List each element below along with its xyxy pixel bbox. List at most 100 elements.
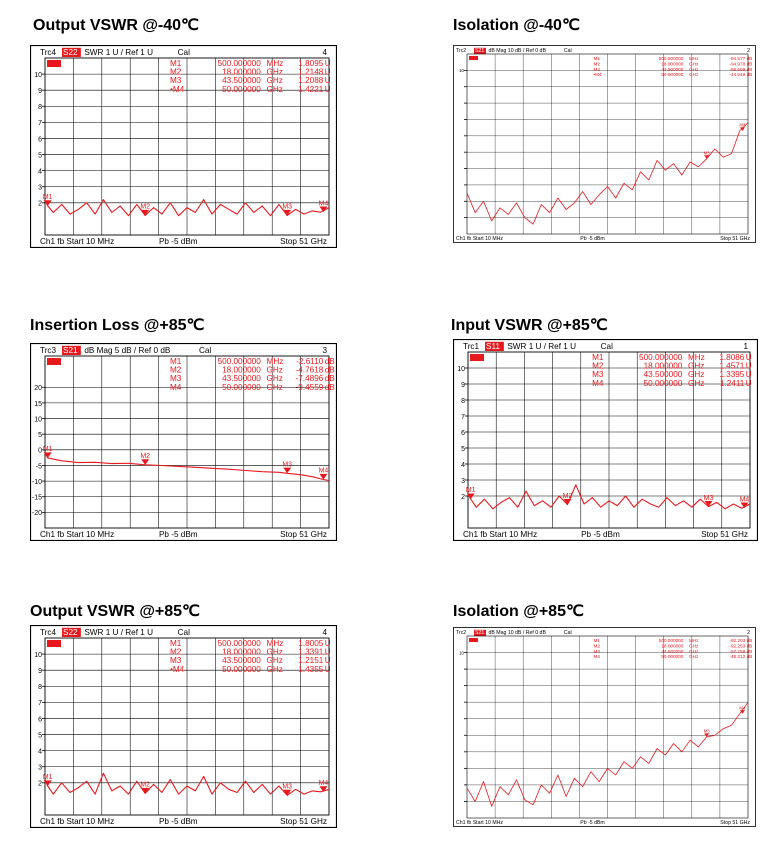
marker-table-name: M4: [592, 379, 604, 388]
marker-table-unit: MHz: [689, 638, 699, 643]
footer-channel-start: Ch1 fb Start 10 MHz: [463, 530, 537, 539]
header-cal-label: Cal: [199, 346, 211, 355]
marker-table-value: 1.8086: [719, 353, 744, 362]
marker-table-value: -94.577: [729, 56, 745, 61]
chart-title-input-vswr-plus85: Input VSWR @+85℃: [451, 317, 608, 334]
header-trace-number: 1: [743, 342, 748, 351]
marker-label: M4: [319, 200, 329, 207]
footer-power: Pb -5 dBm: [159, 530, 198, 539]
marker-table-freq: 18.000000: [222, 648, 261, 657]
header-param-label: S22: [63, 628, 78, 637]
marker-label: M1: [466, 487, 476, 494]
footer-stop: Stop 51 GHz: [280, 530, 327, 539]
marker-label: M4: [319, 780, 329, 787]
header-trace-label: Trc1: [463, 342, 480, 351]
marker-triangle-m4: [319, 473, 328, 480]
marker-table-unit2: dB: [747, 67, 753, 72]
marker-table-value: 1.2088: [298, 76, 323, 85]
marker-table-name: M2: [170, 366, 182, 375]
header-format-label: SWR 1 U / Ref 1 U: [507, 342, 576, 351]
header-cal-label: Cal: [178, 628, 190, 637]
reference-badge: [469, 56, 478, 60]
marker-table-value: 1.4221: [298, 85, 323, 94]
y-tick-label: 0: [38, 448, 42, 455]
marker-table-unit2: U: [746, 379, 752, 388]
marker-table-value: 1.3395: [719, 370, 744, 379]
marker-table-freq: 43.500000: [222, 656, 261, 665]
trace-line: [44, 772, 330, 796]
marker-label: M3: [704, 729, 711, 734]
trace-line: [467, 484, 751, 510]
header-param-badge: [62, 345, 81, 355]
footer-channel-start: Ch1 fb Start 10 MHz: [456, 820, 503, 826]
marker-table-name: M3: [170, 76, 182, 85]
marker-table-freq: 18.000000: [222, 68, 261, 77]
header-trace-label: Trc2: [456, 48, 466, 54]
y-tick-label: 20: [34, 385, 42, 392]
y-tick-label: 5: [38, 432, 42, 439]
reference-badge: [47, 640, 61, 647]
marker-table-freq: 50.000000: [222, 85, 261, 94]
marker-table-unit: GHz: [267, 383, 283, 392]
marker-table-freq: 18.000000: [661, 643, 683, 648]
marker-triangle-m1: [466, 493, 475, 500]
marker-table-freq: 500.000000: [218, 639, 262, 648]
marker-table-unit: MHz: [267, 59, 284, 68]
trace-line: [466, 122, 749, 225]
marker-table-unit: GHz: [689, 67, 699, 72]
marker-table-value: 1.2148: [298, 68, 323, 77]
header-cal-label: Cal: [564, 630, 572, 636]
footer-stop: Stop 51 GHz: [720, 236, 750, 242]
y-tick-label: 4: [461, 462, 465, 469]
marker-table-freq: 50.000000: [661, 654, 683, 659]
marker-table-value: 1.4355: [298, 665, 323, 674]
y-tick-label: 7: [461, 414, 465, 421]
marker-table-name: M1: [593, 56, 600, 61]
header-trace-label: Trc4: [40, 48, 57, 57]
marker-table-unit: GHz: [688, 362, 704, 371]
marker-table-unit: GHz: [267, 366, 283, 375]
footer-power: Pb -5 dBm: [159, 817, 198, 826]
marker-triangle-m2: [141, 209, 150, 216]
chart-svg-p3: Trc1 S11 SWR 1 U / Ref 1 U Cal 1 2 3 4 5 6 7 8 9 10 M1…: [453, 339, 758, 541]
chart-title-output-vswr-minus40: Output VSWR @-40℃: [33, 17, 200, 34]
marker-table-name: M2: [170, 68, 182, 77]
y-tick-label: -10: [32, 479, 42, 486]
marker-table-freq: 18.000000: [222, 366, 261, 375]
marker-table-unit2: U: [325, 639, 331, 648]
header-format-label: SWR 1 U / Ref 1 U: [84, 628, 153, 637]
marker-table-name: M3: [593, 649, 600, 654]
marker-triangle-m2: [141, 787, 150, 794]
marker-table-unit2: U: [325, 85, 331, 94]
marker-table-unit: MHz: [689, 56, 699, 61]
marker-table-value: 1.4571: [719, 362, 744, 371]
marker-table-value: -44.548: [729, 72, 745, 77]
marker-table-unit2: U: [746, 362, 752, 371]
y-tick-label: 10: [34, 652, 42, 659]
marker-table-unit2: dB: [747, 643, 753, 648]
y-tick-label: 6: [461, 430, 465, 437]
marker-label: M2: [140, 782, 150, 789]
header-param-badge: [474, 629, 486, 636]
marker-triangle-m3: [704, 155, 710, 159]
y-tick-label: 5: [38, 732, 42, 739]
header-trace-number: 2: [747, 630, 750, 636]
y-tick-label: 8: [38, 104, 42, 111]
trace-line: [44, 199, 330, 217]
marker-table-unit2: dB: [747, 72, 753, 77]
marker-table-unit: GHz: [267, 665, 283, 674]
footer-power: Pb -5 dBm: [159, 237, 198, 246]
marker-table-unit: GHz: [267, 656, 283, 665]
marker-triangle-m4: [319, 206, 328, 213]
y-tick-label: 5: [38, 152, 42, 159]
header-param-label: S11: [486, 342, 500, 351]
marker-table-unit2: dB: [325, 366, 336, 375]
marker-table-unit2: dB: [747, 654, 753, 659]
header-format-label: dB Mag 10 dB / Ref 0 dB: [489, 630, 547, 636]
marker-table-unit: GHz: [689, 643, 699, 648]
marker-table-freq: 50.000000: [222, 665, 261, 674]
marker-table-unit: GHz: [689, 61, 699, 66]
header-format-label: SWR 1 U / Ref 1 U: [84, 48, 153, 57]
marker-triangle-m2: [141, 459, 150, 465]
marker-label: M4: [739, 706, 746, 711]
